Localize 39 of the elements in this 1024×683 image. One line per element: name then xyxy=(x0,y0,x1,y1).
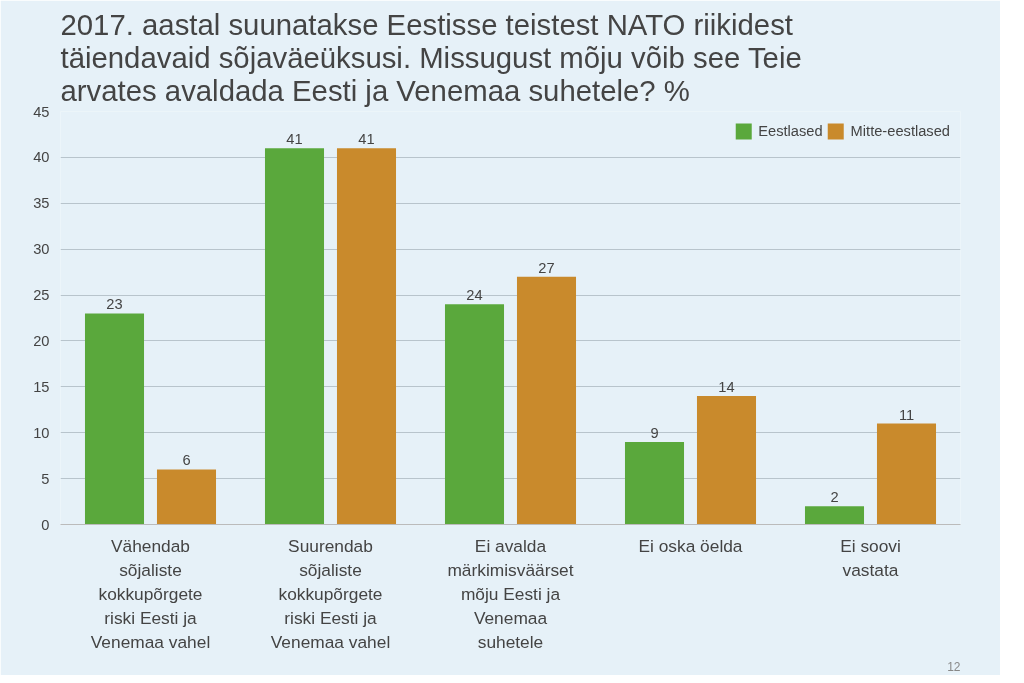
y-tick-label: 10 xyxy=(33,424,50,441)
data-label: 6 xyxy=(182,452,191,469)
data-label: 41 xyxy=(358,131,375,148)
data-label: 41 xyxy=(286,131,303,148)
x-tick-label: Suurendab sõjaliste kokkupõrgete riski Eesti ja Venemaa vahel xyxy=(270,535,391,652)
y-tick-label: 5 xyxy=(41,470,50,487)
y-tick-label: 15 xyxy=(33,378,50,395)
data-label: 24 xyxy=(466,287,483,304)
bar xyxy=(696,396,757,525)
bar xyxy=(516,276,577,525)
x-tick-label: Ei soovi vastata xyxy=(840,535,901,580)
bar xyxy=(876,423,937,525)
bar xyxy=(84,313,145,525)
data-label: 14 xyxy=(718,379,735,396)
bar xyxy=(804,506,865,525)
data-label: 9 xyxy=(650,424,659,441)
bar xyxy=(264,148,325,525)
chart-title: 2017. aastal suunatakse Eestisse teistest NATO riikidest täiendavaid sõjaväeüksusi. Missugust mõju võib see Teie arvates avaldada Eesti ja Venemaa suhetele? % xyxy=(60,7,802,107)
text: 12 xyxy=(947,659,961,674)
data-label: 23 xyxy=(106,296,123,313)
y-tick-label: 0 xyxy=(41,516,50,533)
data-label: 11 xyxy=(898,406,915,423)
y-tick-label: 30 xyxy=(33,241,50,258)
y-tick-label: 25 xyxy=(33,287,50,304)
legend-label: Mitte-eestlased xyxy=(850,123,950,139)
legend-label: Eestlased xyxy=(758,123,823,139)
bar xyxy=(156,469,217,525)
data-label: 2 xyxy=(830,489,839,506)
x-tick-label: Ei avalda märkimisväärset mõju Eesti ja Venemaa suhetele xyxy=(447,535,574,652)
data-label: 27 xyxy=(538,259,555,276)
bar xyxy=(624,441,685,525)
y-tick-label: 20 xyxy=(33,332,50,349)
x-tick-label: Ei oska öelda xyxy=(638,535,743,556)
x-tick-label: Vähendab sõjaliste kokkupõrgete riski Eesti ja Venemaa vahel xyxy=(90,535,211,652)
y-tick-label: 35 xyxy=(33,195,50,212)
y-tick-label: 45 xyxy=(33,103,50,120)
bar xyxy=(336,148,397,525)
y-tick-label: 40 xyxy=(33,149,50,166)
bar xyxy=(444,304,505,525)
